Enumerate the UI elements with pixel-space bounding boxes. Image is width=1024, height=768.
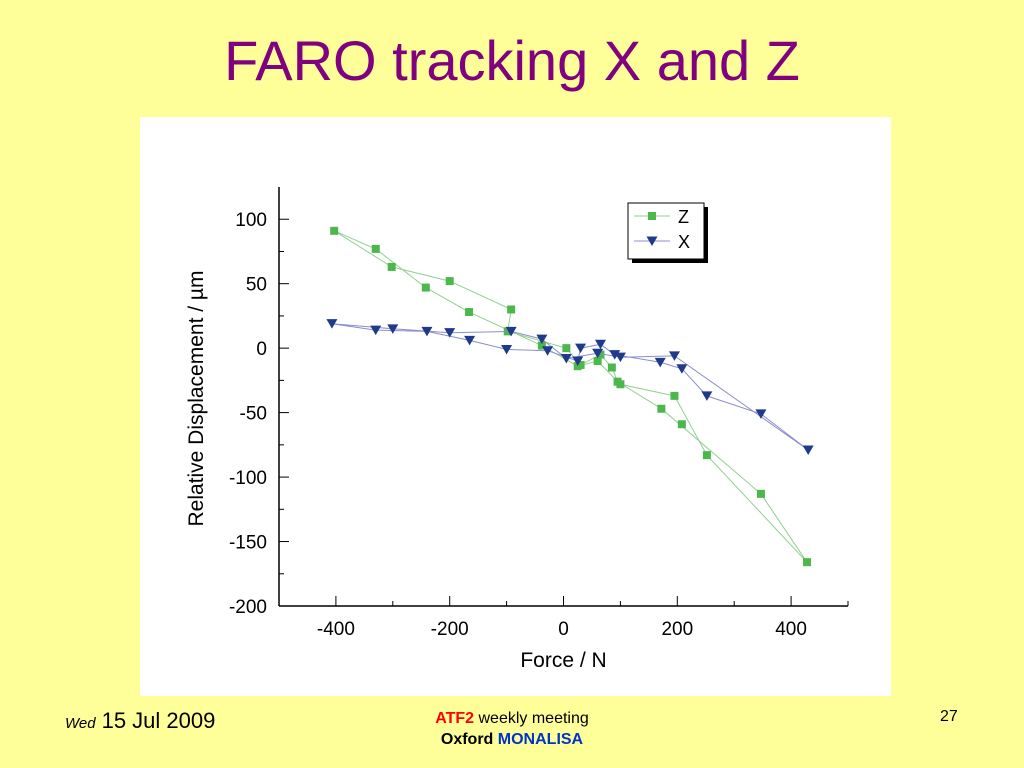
x-tick-label: -400 bbox=[317, 619, 355, 640]
chart-panel: 100 50 0 -50 -100 -150 -200 -400 -200 0 200 400 Forc… bbox=[140, 117, 891, 696]
footer-day: Wed bbox=[65, 715, 96, 732]
data-point-z bbox=[576, 360, 585, 369]
y-tick-label: 100 bbox=[235, 210, 267, 231]
data-point-x bbox=[594, 339, 606, 350]
data-point-x bbox=[676, 364, 688, 374]
data-point-x bbox=[654, 357, 666, 368]
data-point-x bbox=[572, 356, 584, 367]
data-point-x bbox=[668, 351, 680, 361]
data-point-z bbox=[445, 277, 454, 286]
legend-label-x: X bbox=[678, 232, 690, 252]
page-number: 27 bbox=[940, 708, 958, 725]
footer-atf2: ATF2 bbox=[435, 710, 475, 727]
data-point-z bbox=[371, 244, 380, 253]
data-point-x bbox=[370, 325, 382, 336]
data-point-z bbox=[596, 350, 605, 359]
data-point-x bbox=[444, 328, 456, 338]
legend-marker-x bbox=[646, 236, 658, 246]
data-point-x bbox=[560, 353, 572, 364]
data-point-x bbox=[536, 334, 548, 345]
data-point-z bbox=[677, 420, 686, 429]
x-tick-label: -200 bbox=[431, 619, 469, 640]
data-point-z bbox=[507, 305, 516, 314]
data-point-x bbox=[387, 324, 399, 334]
y-tick-label: -150 bbox=[229, 533, 267, 554]
data-point-x bbox=[542, 346, 554, 356]
x-axis-label: Force / N bbox=[520, 649, 606, 672]
data-point-z bbox=[330, 226, 339, 235]
data-point-z bbox=[593, 357, 602, 366]
legend-marker-z bbox=[648, 212, 656, 220]
data-point-x bbox=[701, 391, 713, 401]
footer-meeting: ATF2 weekly meeting Oxford MONALISA bbox=[362, 708, 662, 750]
legend-box bbox=[627, 202, 705, 260]
y-tick-label: 0 bbox=[256, 339, 267, 360]
series-line-z bbox=[333, 230, 808, 563]
data-point-z bbox=[702, 451, 711, 460]
footer-date: Wed 15 Jul 2009 bbox=[65, 708, 215, 734]
data-point-z bbox=[670, 391, 679, 400]
data-point-x bbox=[505, 326, 517, 337]
data-point-x bbox=[421, 326, 433, 337]
footer-weekly-meeting: weekly meeting bbox=[478, 710, 589, 727]
footer-oxford: Oxford bbox=[440, 731, 494, 748]
data-point-z bbox=[421, 283, 430, 292]
data-point-x bbox=[755, 409, 767, 419]
data-point-x bbox=[592, 348, 604, 359]
y-tick-label: -100 bbox=[229, 468, 267, 489]
y-tick-label: -200 bbox=[229, 597, 267, 618]
data-point-z bbox=[387, 262, 396, 271]
data-point-z bbox=[803, 558, 812, 567]
data-point-z bbox=[756, 489, 765, 498]
x-tick-label: 200 bbox=[661, 619, 693, 640]
data-point-z bbox=[537, 341, 546, 350]
series-line-x bbox=[331, 323, 809, 451]
data-point-z bbox=[607, 363, 616, 372]
data-point-x bbox=[802, 445, 814, 456]
y-tick-label: -50 bbox=[240, 404, 267, 425]
data-point-z bbox=[562, 344, 571, 353]
data-point-z bbox=[465, 308, 474, 317]
chart-svg: 100 50 0 -50 -100 -150 -200 -400 -200 0 200 400 Forc… bbox=[185, 187, 849, 672]
data-point-x bbox=[614, 352, 626, 363]
slide-title: FARO tracking X and Z bbox=[224, 29, 800, 92]
data-point-x bbox=[326, 319, 338, 329]
data-point-z bbox=[616, 380, 625, 389]
legend-label-z: Z bbox=[678, 207, 689, 227]
data-point-z bbox=[657, 404, 666, 413]
y-axis-label: Relative Displacement / µm bbox=[185, 270, 208, 526]
data-point-x bbox=[501, 344, 513, 355]
y-tick-label: 50 bbox=[246, 275, 267, 296]
x-tick-label: 0 bbox=[558, 619, 569, 640]
footer-date-text: 15 Jul 2009 bbox=[101, 708, 216, 733]
data-point-x bbox=[575, 343, 587, 354]
data-point-x bbox=[464, 335, 476, 346]
footer-monalisa: MONALISA bbox=[497, 731, 584, 748]
data-point-x bbox=[609, 350, 621, 360]
x-tick-label: 400 bbox=[775, 619, 807, 640]
